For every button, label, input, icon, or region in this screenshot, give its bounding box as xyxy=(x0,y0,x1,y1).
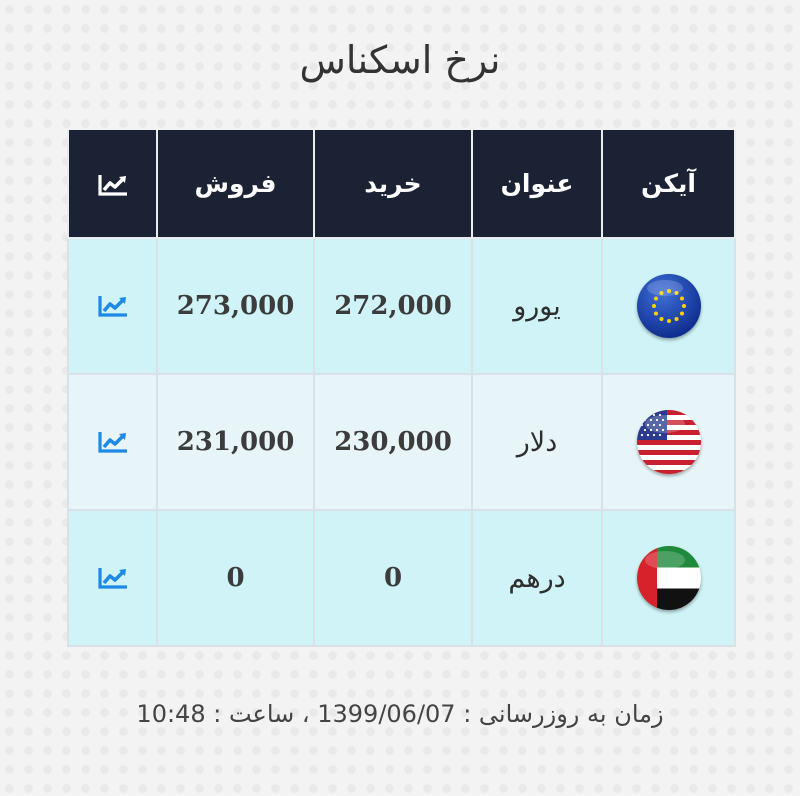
currency-title: درهم xyxy=(471,509,603,647)
sell-price: 231,000 xyxy=(156,373,315,511)
chart-line-icon xyxy=(97,175,127,196)
icon-cell xyxy=(601,237,736,375)
chart-cell[interactable] xyxy=(67,509,158,647)
chart-cell[interactable] xyxy=(67,237,158,375)
currency-title: دلار xyxy=(471,373,603,511)
header-title: عنوان xyxy=(471,130,603,239)
header-buy: خرید xyxy=(313,130,473,239)
page-title: نرخ اسکناس xyxy=(299,38,501,82)
table-row: 0 0 درهم xyxy=(67,509,736,647)
chart-line-icon[interactable] xyxy=(97,566,129,590)
last-update-text: زمان به روزرسانی : 1399/06/07 ، ساعت : 1… xyxy=(136,700,664,728)
chart-line-icon[interactable] xyxy=(97,294,129,318)
buy-price: 272,000 xyxy=(313,237,473,375)
icon-cell xyxy=(601,373,736,511)
buy-price: 230,000 xyxy=(313,373,473,511)
chart-line-icon[interactable] xyxy=(97,430,129,454)
us-flag-icon xyxy=(636,410,701,474)
header-sell: فروش xyxy=(156,130,315,239)
sell-price: 273,000 xyxy=(156,237,315,375)
table-row: 231,000 230,000 دلار xyxy=(67,373,736,511)
buy-price: 0 xyxy=(313,509,473,647)
uae-flag-icon xyxy=(636,546,701,610)
exchange-rates-table: فروش خرید عنوان آیکن 273,000 272,000 یور… xyxy=(67,130,736,647)
eu-flag-icon xyxy=(636,274,701,338)
currency-title: یورو xyxy=(471,237,603,375)
icon-cell xyxy=(601,509,736,647)
chart-cell[interactable] xyxy=(67,373,158,511)
table-row: 273,000 272,000 یورو xyxy=(67,237,736,375)
header-icon: آیکن xyxy=(601,130,736,239)
sell-price: 0 xyxy=(156,509,315,647)
header-chart xyxy=(67,130,158,239)
table-header-row: فروش خرید عنوان آیکن xyxy=(67,130,736,239)
